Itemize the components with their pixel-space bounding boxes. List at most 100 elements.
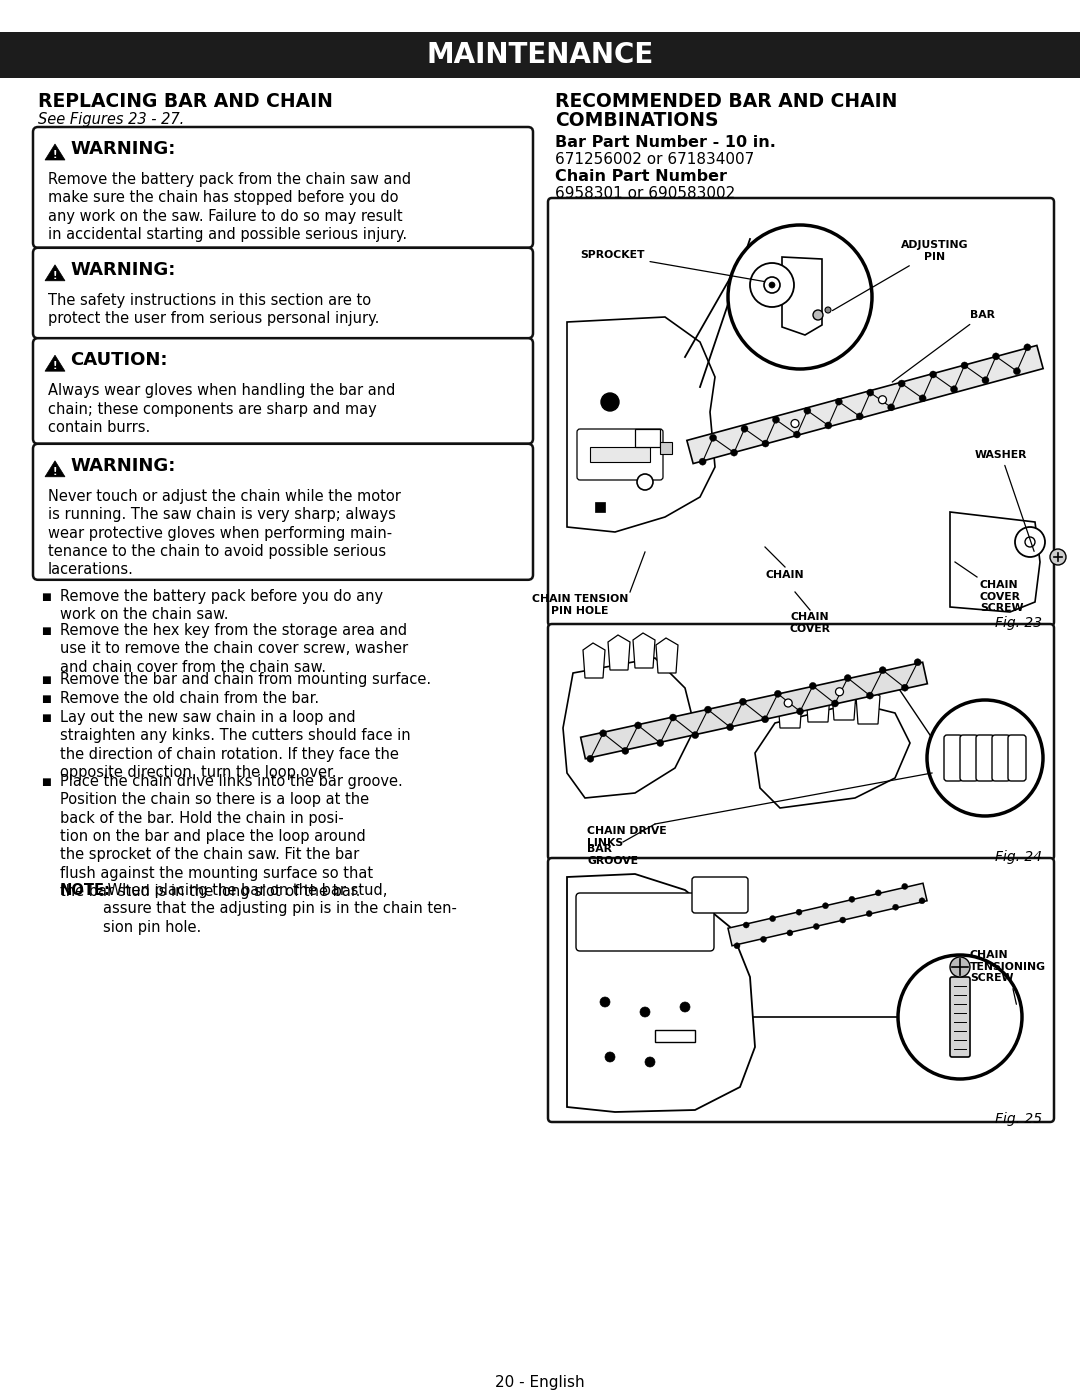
Circle shape — [836, 687, 843, 696]
Circle shape — [867, 390, 874, 397]
Circle shape — [727, 724, 733, 731]
Text: Remove the hex key from the storage area and
use it to remove the chain cover sc: Remove the hex key from the storage area… — [60, 623, 408, 675]
Circle shape — [600, 393, 619, 411]
Circle shape — [902, 685, 908, 692]
Circle shape — [813, 923, 820, 929]
Text: Bar Part Number - 10 in.: Bar Part Number - 10 in. — [555, 136, 775, 149]
Bar — [0, 32, 1080, 78]
Circle shape — [866, 911, 873, 916]
Circle shape — [750, 263, 794, 307]
Bar — [595, 502, 605, 511]
Text: BAR: BAR — [892, 310, 995, 381]
FancyBboxPatch shape — [950, 977, 970, 1058]
Circle shape — [769, 282, 775, 288]
Polygon shape — [778, 693, 802, 728]
FancyBboxPatch shape — [960, 735, 978, 781]
Text: MAINTENANCE: MAINTENANCE — [427, 41, 653, 68]
Polygon shape — [633, 633, 654, 668]
Circle shape — [762, 440, 769, 447]
Text: WARNING:: WARNING: — [70, 140, 175, 158]
Circle shape — [691, 732, 699, 739]
Text: Always wear gloves when handling the bar and
chain; these components are sharp a: Always wear gloves when handling the bar… — [48, 383, 395, 434]
Circle shape — [892, 904, 899, 911]
Polygon shape — [608, 636, 630, 671]
FancyBboxPatch shape — [548, 858, 1054, 1122]
Text: ■: ■ — [41, 694, 51, 704]
Text: See Figures 23 - 27.: See Figures 23 - 27. — [38, 112, 185, 127]
Circle shape — [919, 395, 927, 402]
FancyBboxPatch shape — [576, 893, 714, 951]
Polygon shape — [563, 658, 696, 798]
Circle shape — [794, 432, 800, 439]
Text: ■: ■ — [41, 626, 51, 636]
Text: ■: ■ — [41, 592, 51, 602]
Circle shape — [657, 739, 664, 746]
Circle shape — [866, 692, 874, 698]
Text: REPLACING BAR AND CHAIN: REPLACING BAR AND CHAIN — [38, 92, 333, 110]
Polygon shape — [567, 875, 755, 1112]
Circle shape — [919, 898, 926, 904]
Text: RECOMMENDED BAR AND CHAIN: RECOMMENDED BAR AND CHAIN — [555, 92, 897, 110]
Circle shape — [930, 372, 936, 379]
Circle shape — [950, 957, 970, 977]
Circle shape — [743, 922, 750, 928]
Circle shape — [1025, 536, 1035, 548]
Text: CHAIN
COVER
SCREW: CHAIN COVER SCREW — [980, 580, 1024, 613]
Circle shape — [845, 675, 851, 682]
Circle shape — [993, 353, 999, 360]
Circle shape — [823, 902, 828, 908]
Circle shape — [832, 700, 838, 707]
Circle shape — [950, 386, 958, 393]
Circle shape — [1050, 549, 1066, 564]
Circle shape — [902, 883, 908, 890]
Text: CHAIN TENSION
PIN HOLE: CHAIN TENSION PIN HOLE — [531, 594, 629, 616]
Text: COMBINATIONS: COMBINATIONS — [555, 110, 718, 130]
Polygon shape — [45, 461, 65, 476]
Text: CHAIN
TENSIONING
SCREW: CHAIN TENSIONING SCREW — [970, 950, 1047, 1004]
Bar — [635, 429, 660, 447]
Circle shape — [670, 714, 676, 721]
Text: CHAIN
COVER: CHAIN COVER — [789, 612, 831, 634]
Text: CAUTION:: CAUTION: — [70, 351, 167, 369]
Circle shape — [699, 458, 706, 465]
Text: Chain Part Number: Chain Part Number — [555, 169, 727, 184]
Circle shape — [772, 416, 780, 423]
FancyBboxPatch shape — [577, 429, 663, 481]
Circle shape — [728, 225, 872, 369]
Circle shape — [680, 1002, 690, 1011]
Circle shape — [586, 756, 594, 763]
Polygon shape — [806, 687, 831, 722]
Polygon shape — [581, 662, 928, 759]
FancyBboxPatch shape — [548, 198, 1054, 626]
Polygon shape — [832, 685, 856, 719]
Circle shape — [1024, 344, 1031, 351]
Circle shape — [764, 277, 780, 293]
Text: Remove the bar and chain from mounting surface.: Remove the bar and chain from mounting s… — [60, 672, 431, 687]
Polygon shape — [45, 355, 65, 372]
Polygon shape — [856, 689, 880, 724]
Text: The safety instructions in this section are to
protect the user from serious per: The safety instructions in this section … — [48, 293, 379, 326]
Circle shape — [760, 936, 767, 943]
Circle shape — [599, 729, 607, 736]
Circle shape — [784, 698, 793, 707]
Text: Never touch or adjust the chain while the motor
is running. The saw chain is ver: Never touch or adjust the chain while th… — [48, 489, 401, 577]
Circle shape — [605, 1052, 615, 1062]
Text: 671256002 or 671834007: 671256002 or 671834007 — [555, 152, 754, 168]
Circle shape — [770, 915, 775, 922]
Circle shape — [914, 659, 921, 666]
Text: Remove the battery pack from the chain saw and
make sure the chain has stopped b: Remove the battery pack from the chain s… — [48, 172, 411, 242]
Text: Fig. 24: Fig. 24 — [995, 849, 1042, 863]
Text: !: ! — [53, 271, 57, 281]
Text: CHAIN DRIVE
LINKS: CHAIN DRIVE LINKS — [588, 826, 666, 848]
FancyBboxPatch shape — [976, 735, 994, 781]
Circle shape — [809, 683, 816, 690]
Circle shape — [840, 916, 846, 923]
Text: Fig. 25: Fig. 25 — [995, 1112, 1042, 1126]
Text: Remove the battery pack before you do any
work on the chain saw.: Remove the battery pack before you do an… — [60, 588, 383, 622]
Bar — [660, 441, 672, 454]
FancyBboxPatch shape — [33, 338, 534, 444]
Polygon shape — [782, 257, 822, 335]
Circle shape — [875, 890, 881, 895]
Circle shape — [804, 407, 811, 414]
Text: NOTE:: NOTE: — [60, 883, 111, 898]
